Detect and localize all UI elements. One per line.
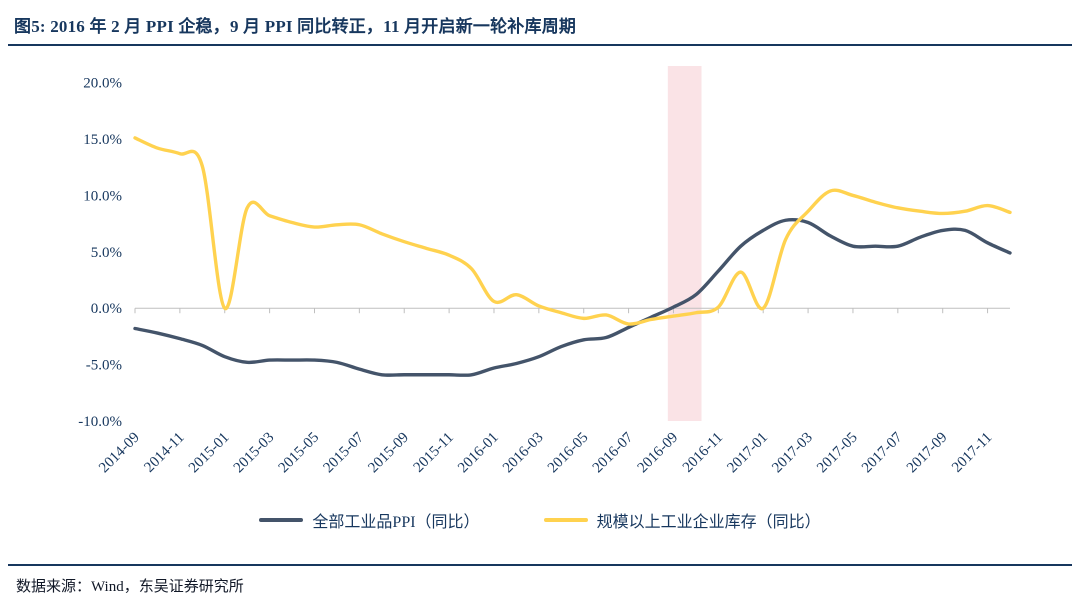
- footer-divider: [8, 564, 1072, 566]
- x-axis-label: 2017-05: [814, 430, 861, 477]
- data-source: 数据来源：Wind，东吴证券研究所: [16, 579, 244, 595]
- inventory-series-line: [133, 136, 1012, 326]
- line-chart-canvas: 20.0% 15.0% 10.0% 5.0% 0.0% -5.0% -10.0%2014-0…: [78, 66, 1012, 477]
- y-axis-label: -10.0%: [78, 414, 122, 430]
- ppi-line-swatch: [259, 518, 304, 522]
- figure-footer: 数据来源：Wind，东吴证券研究所: [0, 564, 1080, 608]
- y-axis-label: 0.0%: [91, 301, 122, 317]
- y-axis-label: -5.0%: [86, 358, 122, 374]
- x-axis-label: 2016-11: [680, 430, 726, 476]
- x-axis-label: 2015-09: [365, 430, 412, 477]
- x-axis-label: 2016-01: [455, 430, 502, 477]
- y-axis-label: 10.0%: [83, 188, 122, 204]
- legend-item-ppi: 全部工业品PPI（同比）: [259, 508, 480, 532]
- x-axis-label: 2014-09: [96, 430, 143, 477]
- x-axis-label: 2016-03: [500, 430, 547, 477]
- y-axis-label: 20.0%: [83, 76, 122, 92]
- x-axis-label: 2015-05: [276, 430, 323, 477]
- figure-title: 图5: 2016 年 2 月 PPI 企稳，9 月 PPI 同比转正，11 月开…: [14, 17, 577, 36]
- highlight-band-sep-2016: [667, 66, 702, 421]
- legend-item-inventory: 规模以上工业企业库存（同比）: [543, 508, 821, 532]
- x-axis-label: 2015-11: [411, 430, 457, 476]
- x-axis-label: 2017-09: [904, 430, 951, 477]
- y-axis-label: 5.0%: [91, 245, 122, 261]
- y-axis-label: 15.0%: [83, 132, 122, 148]
- x-axis-label: 2015-01: [186, 430, 233, 477]
- x-axis-label: 2016-05: [545, 430, 592, 477]
- x-axis-label: 2014-11: [141, 430, 187, 476]
- x-axis-label: 2017-03: [769, 430, 816, 477]
- legend-label-inventory: 规模以上工业企业库存（同比）: [596, 514, 821, 531]
- x-axis-label: 2016-07: [590, 429, 637, 476]
- chart-legend: 全部工业品PPI（同比） 规模以上工业企业库存（同比）: [0, 508, 1080, 532]
- x-axis-label: 2017-01: [724, 430, 771, 477]
- inventory-line-swatch: [543, 518, 588, 522]
- x-axis-label: 2015-07: [321, 429, 368, 476]
- x-axis-label: 2015-03: [231, 430, 278, 477]
- x-axis-label: 2017-11: [949, 430, 995, 476]
- legend-label-ppi: 全部工业品PPI（同比）: [312, 514, 480, 531]
- ppi-inventory-chart: 20.0% 15.0% 10.0% 5.0% 0.0% -5.0% -10.0% 2014-0…: [0, 46, 1080, 501]
- ppi-series-line: [133, 217, 1012, 377]
- figure-header: 图5: 2016 年 2 月 PPI 企稳，9 月 PPI 同比转正，11 月开…: [0, 0, 1080, 37]
- header-divider: [8, 44, 1072, 46]
- x-axis-label: 2017-07: [859, 429, 906, 476]
- x-axis-label: 2016-09: [635, 430, 682, 477]
